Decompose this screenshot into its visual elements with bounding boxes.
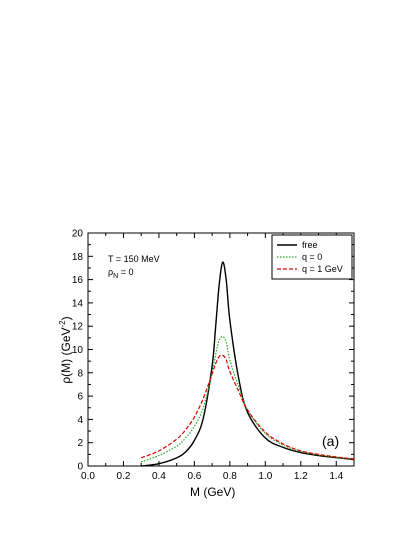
y-tick-label: 6 bbox=[77, 392, 83, 403]
axis-ticks bbox=[87, 232, 355, 467]
axis-tick-labels: 0.0 0.2 0.4 0.6 0.8 1.0 1.2 1.4 0 2 4 6 8 10 12 14 16 18 2… bbox=[72, 229, 344, 483]
series-lines bbox=[140, 261, 355, 467]
series-line-0 bbox=[141, 261, 355, 467]
y-axis-title-main: ρ(M) (GeV bbox=[59, 327, 73, 383]
legend-box bbox=[271, 234, 353, 280]
y-axis-title: ρ(M) (GeV-2) bbox=[58, 316, 73, 383]
y-tick-label: 16 bbox=[72, 275, 84, 286]
y-tick-label: 20 bbox=[72, 229, 84, 240]
x-tick-label: 0.6 bbox=[187, 471, 201, 482]
legend-label-2: q = 1 GeV bbox=[302, 264, 343, 274]
y-tick-label: 0 bbox=[77, 462, 83, 473]
y-tick-label: 2 bbox=[77, 438, 83, 449]
x-axis-title: M (GeV) bbox=[190, 485, 235, 499]
y-tick-label: 8 bbox=[77, 368, 83, 379]
annotation-density-subscript: N bbox=[113, 273, 118, 280]
x-tick-label: 0.2 bbox=[117, 471, 131, 482]
y-tick-label: 18 bbox=[72, 252, 84, 263]
x-tick-label: 0.4 bbox=[152, 471, 166, 482]
y-tick-label: 14 bbox=[72, 298, 84, 309]
panel-label: (a) bbox=[322, 433, 339, 449]
y-axis-title-exponent: -2 bbox=[58, 320, 67, 328]
x-tick-label: 1.0 bbox=[258, 471, 272, 482]
annotation-temperature: T = 150 MeV bbox=[108, 254, 160, 264]
legend-label-0: free bbox=[302, 240, 318, 250]
y-tick-label: 4 bbox=[77, 415, 83, 426]
legend: free q = 0 q = 1 GeV bbox=[271, 234, 353, 280]
x-tick-label: 0.0 bbox=[81, 471, 95, 482]
x-tick-label: 1.2 bbox=[294, 471, 308, 482]
legend-label-1: q = 0 bbox=[302, 252, 322, 262]
series-line-2 bbox=[140, 354, 355, 460]
y-tick-label: 10 bbox=[72, 345, 84, 356]
annotation-density: ρN = 0 bbox=[108, 267, 133, 280]
x-tick-label: 0.8 bbox=[223, 471, 237, 482]
annotation-density-symbol: ρ bbox=[108, 267, 113, 277]
y-tick-label: 12 bbox=[72, 322, 84, 333]
y-axis-title-close: ) bbox=[59, 316, 73, 320]
annotation-density-value: = 0 bbox=[118, 267, 133, 277]
x-tick-label: 1.4 bbox=[329, 471, 343, 482]
